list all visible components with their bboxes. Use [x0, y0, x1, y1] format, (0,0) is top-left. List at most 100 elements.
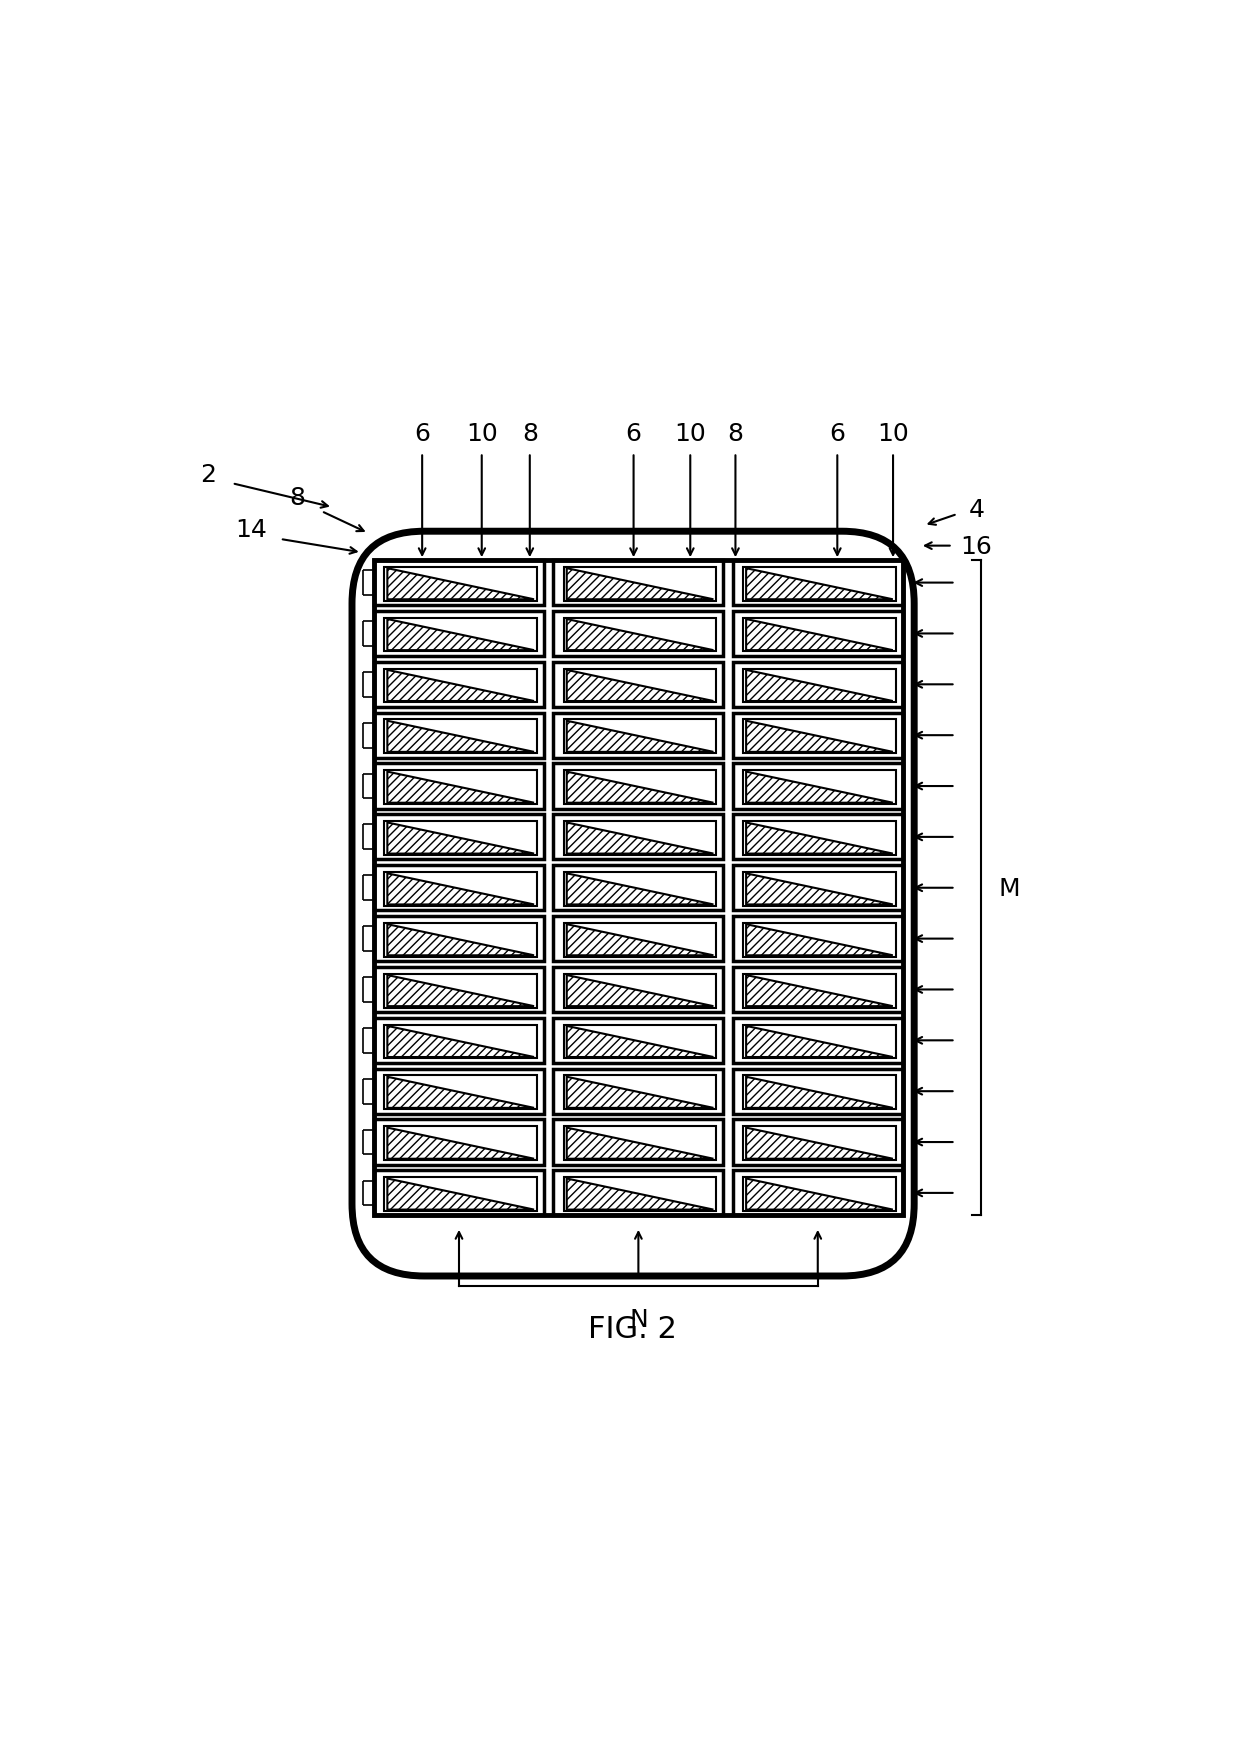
Polygon shape: [387, 1179, 534, 1211]
Bar: [384, 720, 537, 754]
Bar: [384, 822, 537, 856]
Bar: [384, 1126, 537, 1160]
Bar: [374, 866, 544, 910]
Text: 10: 10: [877, 422, 909, 446]
Bar: [384, 873, 537, 907]
Bar: [553, 1119, 723, 1165]
Polygon shape: [746, 1179, 893, 1211]
Bar: [553, 815, 723, 859]
Bar: [553, 713, 723, 759]
Polygon shape: [567, 975, 713, 1007]
Bar: [743, 568, 895, 601]
Polygon shape: [567, 569, 713, 599]
Polygon shape: [387, 1077, 534, 1109]
Bar: [564, 1177, 717, 1211]
Polygon shape: [387, 924, 534, 956]
Polygon shape: [387, 1026, 534, 1058]
Bar: [384, 973, 537, 1009]
Bar: [384, 568, 537, 601]
Text: 16: 16: [961, 534, 992, 559]
Polygon shape: [387, 975, 534, 1007]
Polygon shape: [746, 924, 893, 956]
Text: 8: 8: [728, 422, 744, 446]
Bar: [564, 922, 717, 958]
Text: 10: 10: [466, 422, 497, 446]
Polygon shape: [567, 771, 713, 803]
Bar: [733, 968, 903, 1012]
Bar: [743, 720, 895, 754]
Text: 8: 8: [289, 485, 305, 510]
Bar: [733, 917, 903, 961]
Bar: [743, 1177, 895, 1211]
Bar: [374, 1068, 544, 1114]
Bar: [374, 1119, 544, 1165]
Bar: [743, 922, 895, 958]
Bar: [384, 669, 537, 703]
Bar: [743, 618, 895, 652]
Bar: [733, 866, 903, 910]
Bar: [564, 822, 717, 856]
Bar: [564, 973, 717, 1009]
Bar: [553, 1019, 723, 1063]
Polygon shape: [567, 1179, 713, 1211]
Text: N: N: [629, 1307, 647, 1332]
Bar: [743, 1024, 895, 1059]
Bar: [743, 973, 895, 1009]
Bar: [553, 560, 723, 606]
Bar: [553, 1068, 723, 1114]
Bar: [374, 1019, 544, 1063]
Text: M: M: [998, 877, 1021, 900]
Text: 14: 14: [236, 518, 267, 541]
Bar: [374, 1170, 544, 1216]
Bar: [553, 611, 723, 657]
Bar: [564, 720, 717, 754]
Bar: [733, 611, 903, 657]
Bar: [384, 618, 537, 652]
Polygon shape: [387, 1128, 534, 1160]
Polygon shape: [387, 722, 534, 752]
Bar: [733, 1019, 903, 1063]
Bar: [374, 560, 903, 1216]
Polygon shape: [746, 873, 893, 905]
Polygon shape: [567, 620, 713, 650]
Bar: [384, 1177, 537, 1211]
Polygon shape: [387, 822, 534, 854]
Polygon shape: [567, 1026, 713, 1058]
Bar: [564, 1075, 717, 1110]
Text: 2: 2: [200, 462, 216, 487]
Text: 6: 6: [830, 422, 846, 446]
Bar: [733, 560, 903, 606]
Polygon shape: [387, 771, 534, 803]
Polygon shape: [746, 1077, 893, 1109]
Bar: [374, 560, 544, 606]
Polygon shape: [567, 1128, 713, 1160]
Polygon shape: [746, 671, 893, 701]
Polygon shape: [387, 873, 534, 905]
Bar: [733, 764, 903, 810]
Bar: [553, 866, 723, 910]
Text: FIG. 2: FIG. 2: [588, 1314, 677, 1344]
Bar: [743, 1126, 895, 1160]
Bar: [374, 917, 544, 961]
Bar: [733, 713, 903, 759]
Polygon shape: [746, 975, 893, 1007]
Bar: [553, 917, 723, 961]
Polygon shape: [567, 924, 713, 956]
Polygon shape: [746, 569, 893, 599]
Text: 6: 6: [625, 422, 641, 446]
Polygon shape: [387, 671, 534, 701]
Bar: [564, 1024, 717, 1059]
Bar: [564, 771, 717, 805]
Polygon shape: [567, 671, 713, 701]
Text: 10: 10: [675, 422, 706, 446]
Polygon shape: [387, 569, 534, 599]
Bar: [743, 669, 895, 703]
Bar: [374, 611, 544, 657]
Bar: [733, 662, 903, 708]
Bar: [374, 764, 544, 810]
Polygon shape: [746, 771, 893, 803]
Polygon shape: [746, 1026, 893, 1058]
Polygon shape: [387, 620, 534, 650]
Bar: [743, 822, 895, 856]
Bar: [384, 1024, 537, 1059]
